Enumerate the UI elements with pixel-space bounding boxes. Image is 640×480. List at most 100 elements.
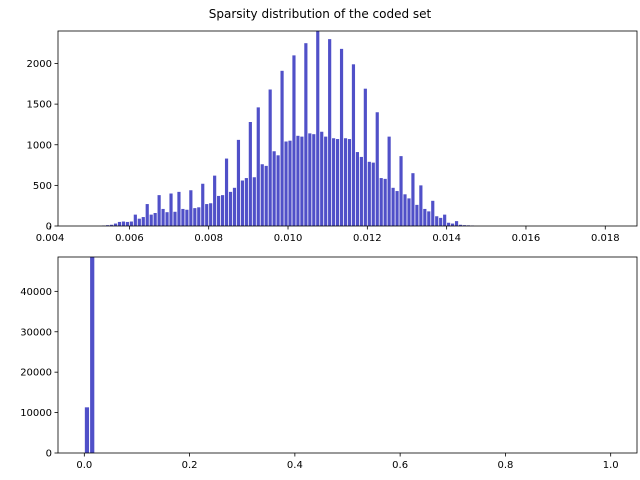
top-bar: [368, 162, 371, 226]
top-bar: [253, 177, 256, 226]
figure-title: Sparsity distribution of the coded set: [209, 7, 432, 21]
top-bar: [364, 89, 367, 226]
top-bar: [138, 219, 141, 226]
top-bar: [249, 122, 252, 226]
top-bar: [221, 195, 224, 226]
top-bar: [455, 221, 458, 226]
top-bar: [154, 213, 157, 226]
top-bar: [162, 209, 165, 226]
top-y-tick-label: 500: [33, 181, 52, 192]
top-x-tick-label: 0.008: [194, 233, 223, 244]
top-x-tick-label: 0.016: [512, 233, 541, 244]
top-bar: [126, 222, 129, 226]
top-bar: [193, 208, 196, 226]
bottom-y-tick-label: 40000: [20, 287, 52, 298]
top-bar: [181, 209, 184, 226]
bottom-x-tick-label: 1.0: [603, 460, 619, 471]
top-bar: [304, 43, 307, 226]
top-bar: [360, 157, 363, 226]
top-bar: [443, 215, 446, 226]
bottom-x-tick-label: 0.2: [182, 460, 198, 471]
top-bar: [312, 134, 315, 226]
top-bar: [209, 203, 212, 226]
top-bar: [348, 139, 351, 226]
bottom-x-tick-label: 0.4: [287, 460, 303, 471]
top-y-tick-label: 2000: [27, 59, 52, 70]
top-bar: [380, 178, 383, 226]
top-bar: [197, 207, 200, 226]
top-bar: [277, 155, 280, 226]
top-bar: [185, 210, 188, 226]
top-bar: [118, 222, 121, 226]
bottom-x-tick-label: 0.6: [392, 460, 408, 471]
top-bar: [229, 192, 232, 226]
top-bar: [177, 192, 180, 226]
top-bar: [213, 176, 216, 226]
top-bar: [130, 222, 133, 226]
top-bar: [439, 218, 442, 226]
top-bar: [173, 212, 176, 226]
top-bar: [320, 132, 323, 226]
top-bar: [225, 159, 228, 226]
bottom-y-tick-label: 0: [46, 449, 52, 460]
top-bar: [344, 138, 347, 226]
top-bar: [257, 107, 260, 226]
bottom-y-tick-label: 10000: [20, 408, 52, 419]
bottom-x-tick-label: 0.8: [497, 460, 513, 471]
top-bar: [284, 142, 287, 227]
top-x-tick-label: 0.014: [432, 233, 461, 244]
top-bar: [376, 112, 379, 226]
top-bar: [300, 137, 303, 226]
top-x-tick-label: 0.006: [115, 233, 144, 244]
top-bar: [435, 216, 438, 226]
top-bar: [447, 223, 450, 226]
top-bar: [399, 156, 402, 226]
top-bar: [158, 195, 161, 226]
top-bar: [122, 222, 125, 226]
top-bar: [142, 217, 145, 226]
top-y-tick-label: 0: [46, 222, 52, 233]
top-bar: [384, 179, 387, 226]
top-bar: [245, 178, 248, 226]
top-y-tick-label: 1000: [27, 140, 52, 151]
top-y-tick-label: 1500: [27, 100, 52, 111]
top-x-tick-label: 0.004: [36, 233, 65, 244]
top-bar: [217, 196, 220, 226]
top-bar: [403, 194, 406, 226]
top-bar: [388, 137, 391, 226]
top-bar: [411, 173, 414, 226]
top-bar: [205, 204, 208, 226]
top-bar: [261, 164, 264, 226]
top-bar: [241, 181, 244, 227]
top-bar: [165, 212, 168, 226]
top-bar: [419, 185, 422, 226]
bottom-bar: [85, 407, 89, 453]
top-bar: [288, 141, 291, 226]
bottom-x-tick-label: 0.0: [76, 460, 92, 471]
top-bar: [332, 138, 335, 226]
bottom-bar: [90, 257, 94, 453]
top-x-tick-label: 0.010: [274, 233, 303, 244]
top-bar: [280, 71, 283, 226]
top-bar: [340, 49, 343, 226]
top-bar: [169, 194, 172, 227]
top-bar: [296, 136, 299, 226]
top-bar: [324, 137, 327, 226]
top-bar: [273, 151, 276, 226]
top-bar: [431, 201, 434, 226]
top-bar: [395, 191, 398, 226]
top-bar: [328, 39, 331, 226]
top-x-tick-label: 0.012: [353, 233, 382, 244]
top-bar: [423, 209, 426, 226]
top-bar: [336, 139, 339, 226]
top-bar: [150, 215, 153, 226]
top-bar: [201, 184, 204, 226]
top-bar: [308, 133, 311, 226]
top-bar: [233, 188, 236, 226]
top-bar: [352, 64, 355, 226]
top-bar: [292, 55, 295, 226]
top-bar: [146, 204, 149, 226]
top-bar: [269, 90, 272, 227]
